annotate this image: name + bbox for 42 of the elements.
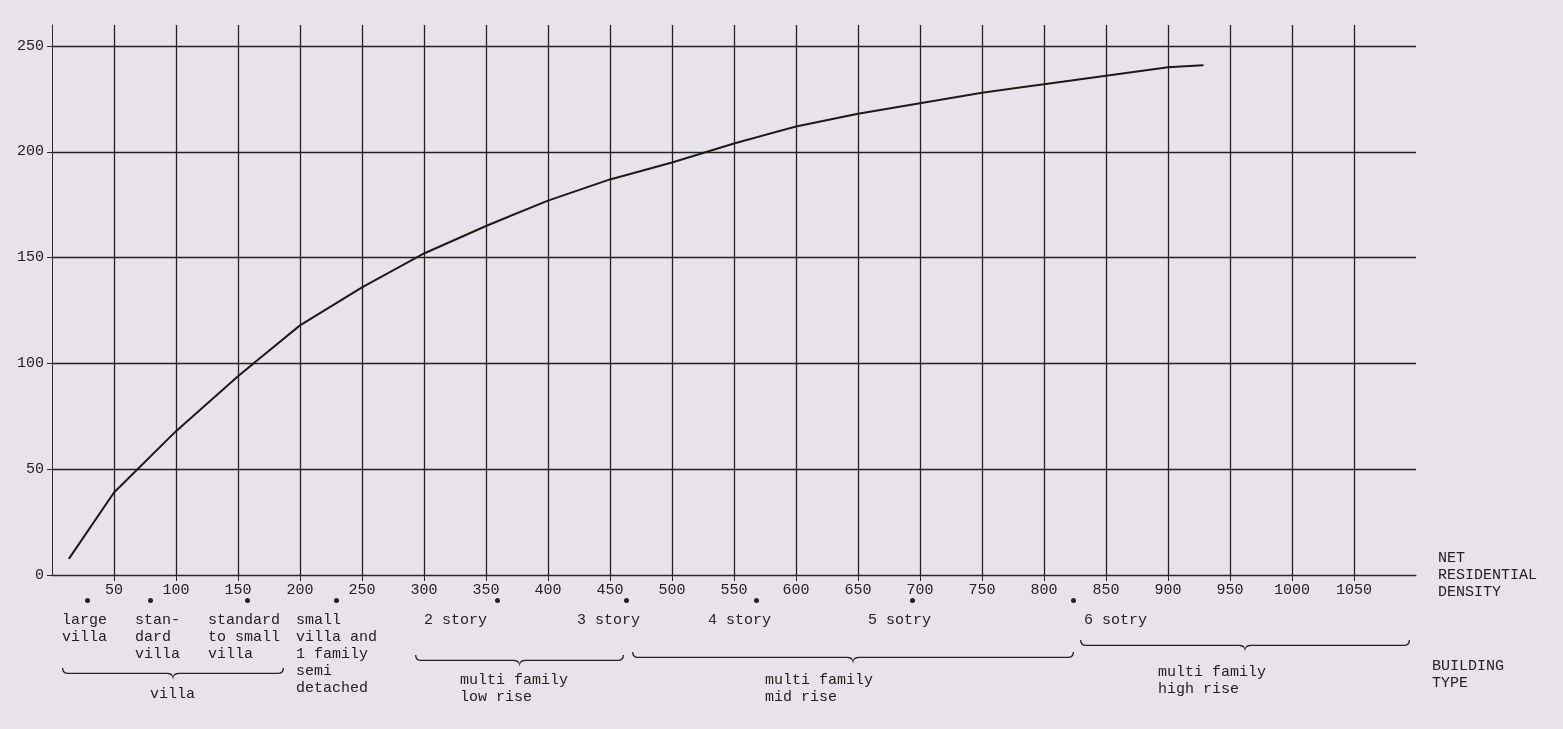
x-tick-label: 500: [658, 582, 686, 599]
text: standard to small villa: [208, 612, 281, 663]
text: BUILDING TYPE: [1432, 658, 1505, 692]
text: large villa: [62, 612, 108, 646]
x-tick-label: 850: [1092, 582, 1120, 599]
x-tick-label: 650: [844, 582, 872, 599]
x-tick-label: 450: [596, 582, 624, 599]
y-tick-label: 100: [16, 354, 44, 372]
x-tick-label: 600: [782, 582, 810, 599]
text: 4 story: [708, 612, 772, 629]
text: multi family high rise: [1158, 664, 1267, 698]
x-tick-label: 350: [472, 582, 500, 599]
y-tick-label: 150: [16, 249, 44, 267]
x-axis-title: NET RESIDENTIAL DENSITY: [1438, 549, 1538, 601]
x-tick-label: 750: [968, 582, 996, 599]
x-tick-label: 50: [104, 582, 124, 599]
x-tick-label: 950: [1216, 582, 1244, 599]
y-tick-label: 50: [25, 460, 44, 478]
x-tick-label: 200: [286, 582, 314, 599]
x-tick-label: 150: [224, 582, 252, 599]
x-tick-label: 900: [1154, 582, 1182, 599]
text: 6 sotry: [1084, 612, 1148, 629]
text: villa: [150, 686, 196, 703]
y-tick-label: 0: [34, 566, 44, 584]
y-tick-label: 250: [16, 37, 44, 55]
x-tick-label: 1000: [1273, 582, 1311, 599]
text: stan- dard villa: [135, 612, 181, 663]
x-tick-label: 550: [720, 582, 748, 599]
x-tick-label: 300: [410, 582, 438, 599]
x-tick-label: 400: [534, 582, 562, 599]
x-tick-label: 1050: [1335, 582, 1373, 599]
x-tick-label: 800: [1030, 582, 1058, 599]
text: multi family low rise: [460, 672, 569, 706]
text: 2 story: [424, 612, 488, 629]
text: small villa and 1 family semi detached: [296, 612, 378, 697]
x-tick-label: 700: [906, 582, 934, 599]
text: multi family mid rise: [765, 672, 874, 706]
text: 5 sotry: [868, 612, 932, 629]
text: 3 story: [577, 612, 641, 629]
y-tick-label: 200: [16, 143, 44, 161]
x-tick-label: 250: [348, 582, 376, 599]
x-tick-label: 100: [162, 582, 190, 599]
